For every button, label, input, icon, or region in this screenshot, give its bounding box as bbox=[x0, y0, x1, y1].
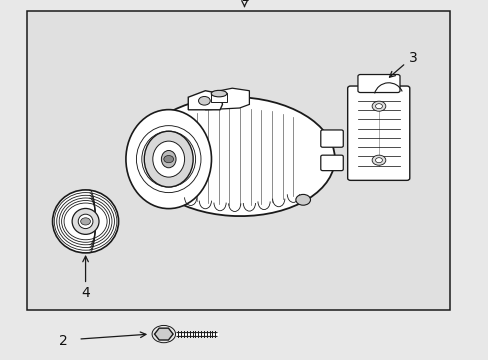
Text: 4: 4 bbox=[81, 286, 90, 300]
Text: 1: 1 bbox=[240, 0, 248, 4]
FancyBboxPatch shape bbox=[396, 132, 408, 148]
Circle shape bbox=[81, 218, 90, 225]
Circle shape bbox=[371, 101, 385, 111]
Bar bbox=[211, 93, 226, 102]
Polygon shape bbox=[205, 88, 249, 110]
Bar bbox=[27, 11, 449, 310]
Ellipse shape bbox=[139, 97, 334, 216]
Ellipse shape bbox=[125, 109, 211, 208]
Circle shape bbox=[375, 158, 382, 163]
FancyBboxPatch shape bbox=[348, 132, 361, 148]
Polygon shape bbox=[188, 91, 222, 110]
Circle shape bbox=[375, 104, 382, 109]
Ellipse shape bbox=[211, 90, 226, 97]
Ellipse shape bbox=[72, 208, 99, 234]
Circle shape bbox=[295, 194, 310, 205]
Ellipse shape bbox=[161, 150, 176, 168]
Text: 3: 3 bbox=[408, 51, 417, 64]
FancyBboxPatch shape bbox=[357, 75, 399, 93]
Ellipse shape bbox=[78, 214, 93, 229]
Circle shape bbox=[198, 96, 210, 105]
Circle shape bbox=[371, 155, 385, 165]
Circle shape bbox=[163, 156, 173, 163]
Text: 2: 2 bbox=[59, 334, 68, 348]
FancyBboxPatch shape bbox=[347, 86, 409, 180]
FancyBboxPatch shape bbox=[348, 111, 361, 127]
Ellipse shape bbox=[52, 190, 118, 253]
FancyBboxPatch shape bbox=[320, 130, 343, 147]
FancyBboxPatch shape bbox=[396, 111, 408, 127]
Ellipse shape bbox=[152, 141, 184, 177]
Ellipse shape bbox=[144, 131, 193, 187]
FancyBboxPatch shape bbox=[320, 155, 343, 171]
